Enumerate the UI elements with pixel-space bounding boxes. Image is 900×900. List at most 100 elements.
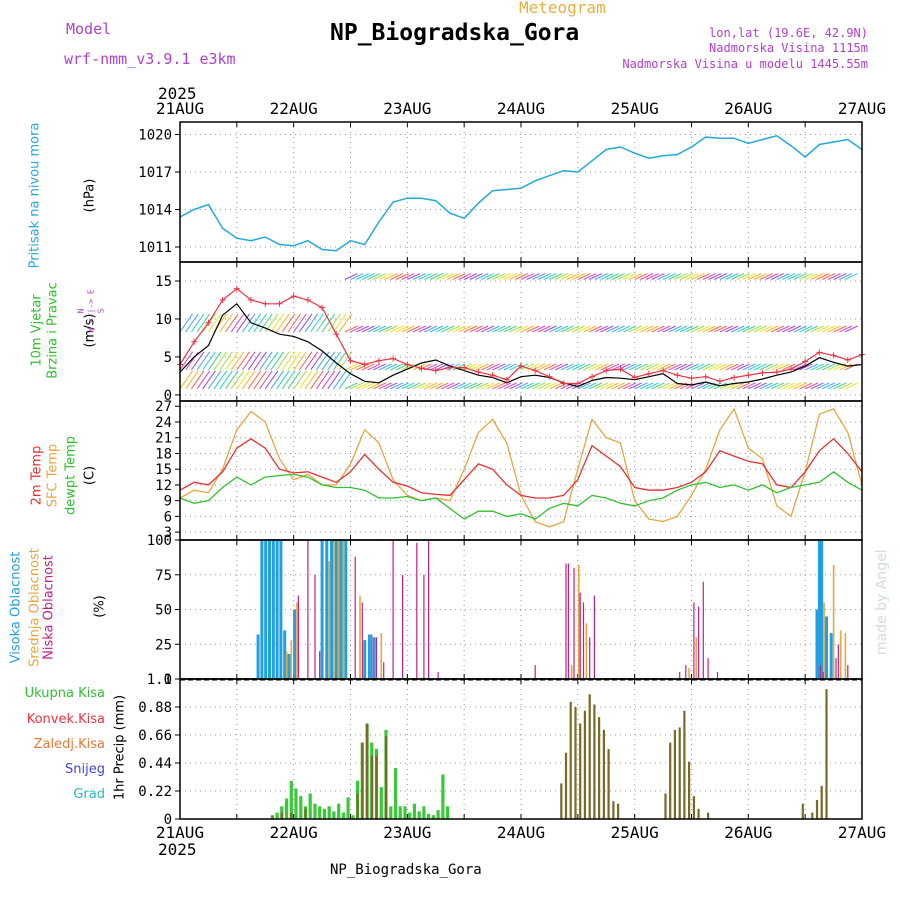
x-tick-label-top: 26AUG <box>724 99 772 118</box>
wind-barb <box>554 325 569 333</box>
wind-barb <box>668 363 682 371</box>
wind-barb <box>770 273 785 280</box>
precip-bar <box>569 701 572 819</box>
wind-barb <box>355 273 370 280</box>
precip-bar <box>598 717 601 819</box>
x-tick-label-bottom: 24AUG <box>497 823 545 842</box>
cloud-bar <box>337 540 340 679</box>
wind-barb <box>390 273 404 280</box>
wind-barb <box>452 363 466 371</box>
wind-barb <box>776 273 790 280</box>
wind-barb <box>469 325 483 333</box>
wind-barb <box>390 363 404 371</box>
cloud-bar <box>567 563 569 679</box>
wind-barb <box>225 313 239 333</box>
wind-barb <box>498 363 512 371</box>
wind-barb <box>537 325 551 333</box>
wind-barb <box>583 382 597 390</box>
cloud-bar <box>582 602 585 679</box>
wind-barb <box>600 382 614 390</box>
wind-barb <box>731 325 745 333</box>
wind-barb <box>821 273 836 280</box>
wind-barb <box>816 273 830 280</box>
wind-barb <box>315 370 330 390</box>
wind-barb <box>395 325 409 333</box>
wind-gust-marker <box>375 357 382 364</box>
wind-barb <box>401 273 415 280</box>
cloud-ylabel-high: Visoka Oblacnost <box>8 551 24 664</box>
y-tick-label: 1011 <box>138 240 172 256</box>
wind-barb <box>770 363 785 371</box>
y-tick-label: 3 <box>164 525 172 541</box>
wind-barb <box>532 363 546 371</box>
wind-barb <box>384 363 398 371</box>
wind-barb <box>242 351 256 371</box>
x-tick-label-bottom: 27AUG <box>838 823 886 842</box>
precip-bar <box>820 785 823 819</box>
wind-barb <box>634 382 648 390</box>
wind-barb <box>287 370 302 390</box>
wind-barb <box>827 273 841 280</box>
wind-barb <box>401 382 415 390</box>
wind-barb <box>759 273 773 280</box>
wind-gust-marker <box>617 366 624 373</box>
precip-bar <box>294 788 298 819</box>
wind-barb <box>418 363 432 371</box>
wind-barb <box>384 382 398 390</box>
wind-barb <box>293 313 307 333</box>
wind-barb <box>804 273 819 280</box>
wind-barb <box>560 363 574 371</box>
wind-gust-marker <box>574 380 581 387</box>
wind-barb <box>327 313 341 333</box>
wind-barb <box>793 273 807 280</box>
cloud-bar <box>402 574 404 680</box>
wind-barb <box>441 325 455 333</box>
wind-barb <box>679 325 694 333</box>
precip-bar <box>403 806 407 819</box>
wind-gust-marker <box>702 373 709 380</box>
wind-barb <box>310 370 324 390</box>
wind-barb <box>463 273 478 280</box>
wind-barb <box>390 325 404 333</box>
wind-barb <box>384 325 398 333</box>
precip-bar <box>427 813 431 819</box>
wind-barb <box>219 370 233 390</box>
wind-barb <box>736 382 750 390</box>
wind-barb <box>731 273 745 280</box>
wind-barb <box>566 363 580 371</box>
precip-bar <box>356 793 359 819</box>
wind-barb <box>429 363 444 371</box>
wind-barb <box>833 382 847 390</box>
wind-barb <box>577 273 591 280</box>
wind-barb <box>634 273 648 280</box>
wind-barb <box>259 370 273 390</box>
wind-barb <box>691 363 705 371</box>
precip-units: 1hr Precip (mm) <box>112 694 128 801</box>
wind-barb <box>793 382 807 390</box>
lonlat-label: lon,lat (19.6E, 42.9N) <box>709 26 868 40</box>
wind-gust-marker <box>731 374 738 381</box>
cloud-bar <box>695 637 697 679</box>
wind-barb <box>281 370 296 390</box>
wind-barb <box>532 273 546 280</box>
wind-barb <box>702 363 716 371</box>
wind-barb <box>225 351 239 371</box>
wind-barb <box>577 363 591 371</box>
legend-freezing-rain: Zaledj.Kisa <box>33 737 105 752</box>
wind-barb <box>213 351 228 371</box>
wind-barb <box>651 382 665 390</box>
wind-barb <box>372 363 387 371</box>
cloud-ylabel-mid: Srednja Oblacnost <box>27 548 43 667</box>
wind-barb <box>719 325 733 333</box>
wind-barb <box>765 325 779 333</box>
wind-barb <box>816 325 830 333</box>
wind-barb <box>696 273 711 280</box>
wind-barb <box>725 382 739 390</box>
wind-barb <box>708 325 722 333</box>
wind-barb <box>498 325 512 333</box>
precip-bar <box>588 694 591 819</box>
wind-barb <box>526 325 540 333</box>
wind-barb <box>713 325 728 333</box>
dewpt-line <box>179 470 863 520</box>
